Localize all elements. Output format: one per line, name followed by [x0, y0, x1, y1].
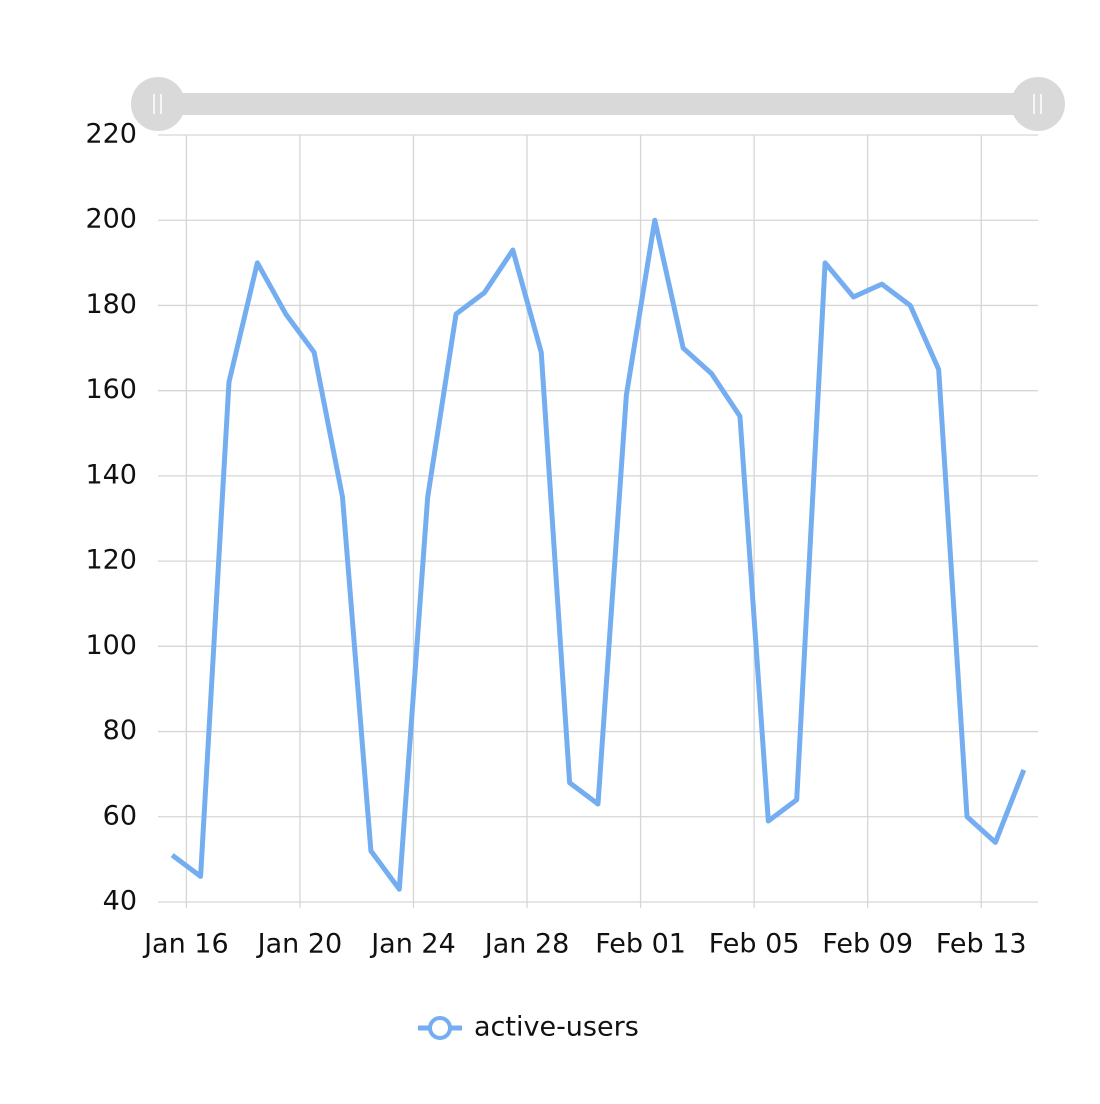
- y-tick-label: 160: [85, 374, 137, 405]
- slider-track[interactable]: [158, 93, 1038, 115]
- x-tick-label: Jan 24: [369, 929, 456, 960]
- y-tick-label: 100: [85, 630, 137, 661]
- grid: [158, 134, 1038, 908]
- y-tick-label: 140: [85, 459, 137, 490]
- data-line: [170, 217, 1027, 892]
- x-tick-label: Feb 05: [709, 929, 800, 960]
- y-tick-label: 120: [85, 545, 137, 576]
- legend-label: active-users: [474, 1012, 639, 1043]
- y-tick-label: 180: [85, 289, 137, 320]
- y-tick-label: 60: [103, 800, 137, 831]
- y-tick-label: 80: [103, 715, 137, 746]
- x-tick-label: Feb 09: [822, 929, 913, 960]
- x-tick-label: Jan 20: [256, 929, 343, 960]
- x-tick-label: Feb 01: [595, 929, 686, 960]
- x-tick-label: Jan 16: [142, 929, 229, 960]
- legend-marker: [428, 1016, 452, 1040]
- x-tick-label: Jan 28: [483, 929, 570, 960]
- y-tick-label: 40: [103, 886, 137, 917]
- slider-handle-start[interactable]: [131, 77, 185, 131]
- x-tick-label: Feb 13: [936, 929, 1027, 960]
- slider-handle-end[interactable]: [1011, 77, 1065, 131]
- range-slider[interactable]: [131, 77, 1065, 131]
- legend-item[interactable]: active-users: [418, 1012, 639, 1043]
- y-tick-label: 200: [85, 204, 137, 235]
- y-tick-label: 220: [85, 119, 137, 150]
